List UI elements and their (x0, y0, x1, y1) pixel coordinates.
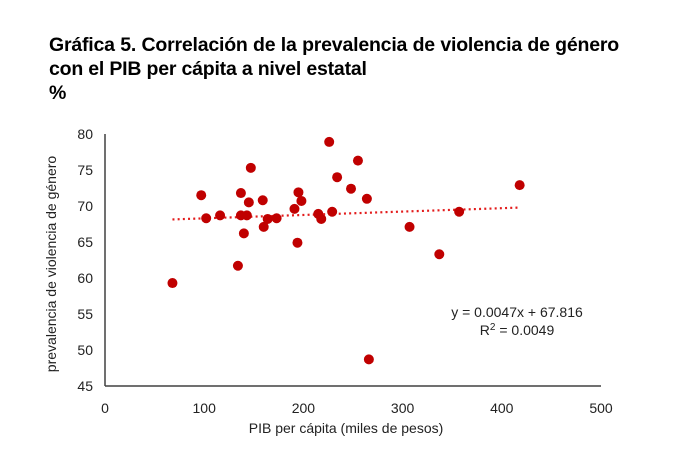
data-point (514, 180, 525, 191)
r2-prefix: R (480, 322, 490, 338)
data-point (257, 195, 268, 206)
data-point (346, 183, 357, 194)
data-point (293, 187, 304, 198)
trendline (172, 206, 520, 221)
data-point (167, 278, 178, 289)
data-point (404, 221, 415, 232)
x-tick-label: 300 (391, 400, 415, 416)
chart-title-line2: género con el PIB per cápita a nivel est… (49, 34, 619, 80)
y-tick-label: 50 (77, 342, 93, 358)
x-tick-label: 200 (292, 400, 316, 416)
x-tick-label: 100 (193, 400, 217, 416)
data-point (454, 206, 465, 217)
data-point (363, 354, 374, 365)
y-tick-label: 45 (77, 378, 93, 394)
x-tick-label: 500 (589, 400, 613, 416)
data-point (245, 162, 256, 173)
trendline-equation: y = 0.0047x + 67.816 (451, 304, 583, 320)
data-point (232, 260, 243, 271)
data-point (201, 213, 212, 224)
data-point (241, 210, 252, 221)
data-point (271, 213, 282, 224)
data-point (316, 213, 327, 224)
data-point (215, 210, 226, 221)
data-point (243, 197, 254, 208)
x-tick-label: 400 (490, 400, 514, 416)
data-point (434, 249, 445, 260)
data-point (361, 193, 372, 204)
x-tick-label: 0 (101, 400, 109, 416)
data-point (324, 136, 335, 147)
data-point (258, 221, 269, 232)
data-point (332, 172, 343, 183)
chart-title: Gráfica 5. Correlación de la prevalencia… (49, 33, 619, 105)
y-tick-label: 80 (77, 126, 93, 142)
data-points (167, 136, 525, 365)
y-axis-title: prevalencia de violencia de género (43, 156, 59, 373)
data-point (296, 195, 307, 206)
y-tick-labels: 45 50 55 60 65 70 75 80 (77, 126, 93, 394)
y-tick-label: 75 (77, 162, 93, 178)
r2-superscript: 2 (490, 322, 496, 333)
chart-unit: % (49, 82, 67, 104)
y-tick-label: 55 (77, 306, 93, 322)
y-tick-label: 60 (77, 270, 93, 286)
data-point (289, 203, 300, 214)
data-point (292, 237, 303, 248)
y-tick-label: 70 (77, 198, 93, 214)
r2-value: = 0.0049 (495, 322, 554, 338)
data-point (238, 228, 249, 239)
x-axis-title: PIB per cápita (miles de pesos) (249, 420, 444, 436)
data-point (352, 155, 363, 166)
data-point (262, 213, 273, 224)
data-point (196, 190, 207, 201)
x-tick-labels: 0 100 200 300 400 500 (101, 400, 613, 416)
data-point (235, 188, 246, 199)
data-point (327, 206, 338, 217)
y-tick-label: 65 (77, 234, 93, 250)
r-squared-label: R2 = 0.0049 (480, 322, 555, 338)
chart-title-line1: Gráfica 5. Correlación de la prevalencia… (49, 34, 550, 56)
